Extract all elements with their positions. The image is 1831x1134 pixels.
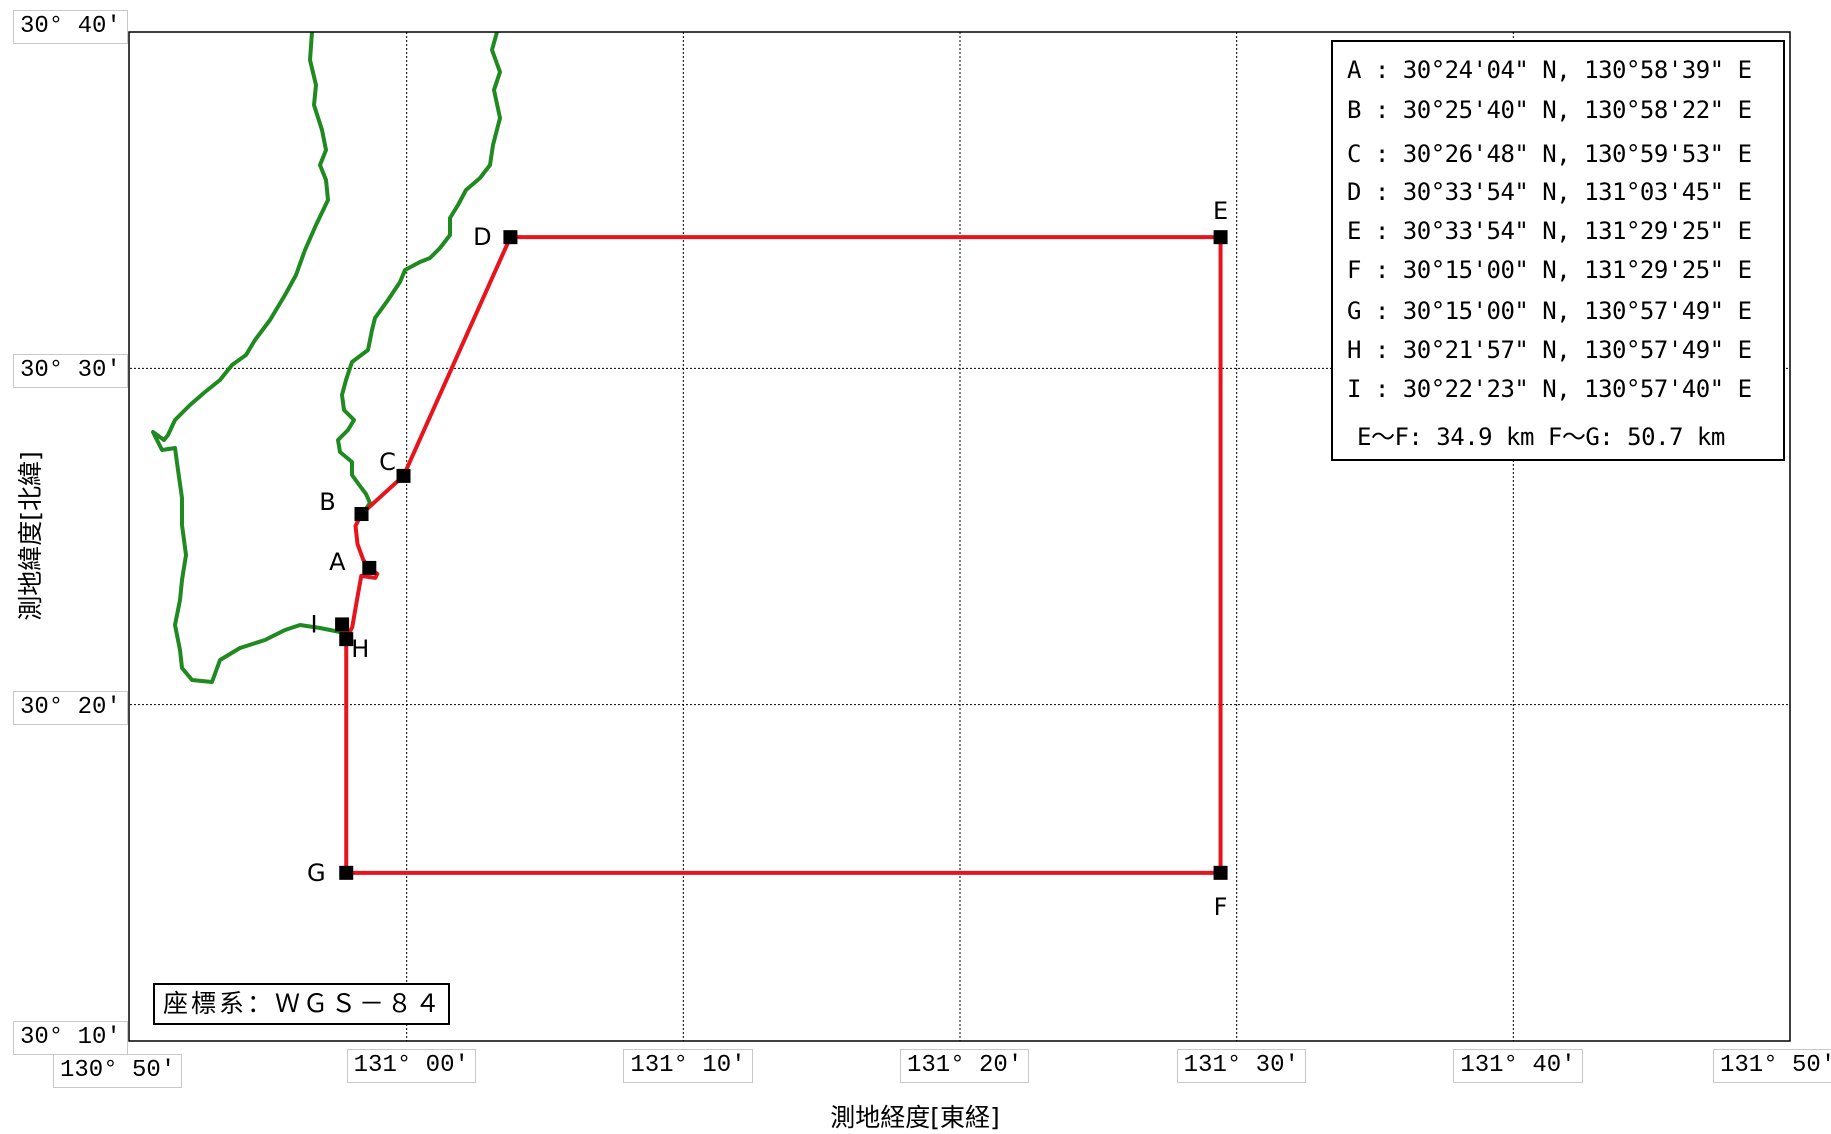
latitude-tick-label: 30° 40' (13, 10, 128, 44)
legend-row-h: H : 30°21'57" N, 130°57'49" E (1347, 336, 1752, 364)
longitude-tick-label: 131° 00' (346, 1049, 476, 1083)
boundary-line (344, 235, 1223, 875)
point-label-a: A (329, 548, 346, 576)
point-label-i: I (311, 610, 318, 638)
legend-row-f: F : 30°15'00" N, 131°29'25" E (1347, 256, 1752, 284)
east-coastline (336, 31, 502, 512)
point-marker-e (1213, 230, 1228, 245)
longitude-tick-label: 131° 50' (1713, 1049, 1831, 1083)
longitude-tick-label: 131° 30' (1176, 1049, 1306, 1083)
longitude-tick-label: 131° 20' (900, 1049, 1030, 1083)
longitude-tick-label: 131° 40' (1453, 1049, 1583, 1083)
legend-row-g: G : 30°15'00" N, 130°57'49" E (1347, 297, 1752, 325)
point-label-f: F (1214, 893, 1228, 921)
point-marker-b (354, 507, 369, 522)
legend-row-d: D : 30°33'54" N, 131°03'45" E (1347, 178, 1752, 206)
point-label-c: C (379, 448, 396, 476)
point-marker-g (339, 865, 354, 880)
point-label-g: G (307, 859, 326, 887)
point-label-d: D (473, 223, 491, 251)
point-marker-a (362, 560, 377, 575)
legend-row-e: E : 30°33'54" N, 131°29'25" E (1347, 217, 1752, 245)
map-frame (128, 31, 1791, 1042)
legend-row-b: B : 30°25'40" N, 130°58'22" E (1347, 96, 1752, 124)
point-label-b: B (319, 488, 335, 516)
point-label-h: H (351, 635, 369, 663)
west-coastline (151, 31, 353, 684)
legend-row-c: C : 30°26'48" N, 130°59'53" E (1347, 140, 1752, 168)
latitude-tick-label: 30° 30' (13, 354, 128, 389)
point-marker-h (339, 632, 354, 647)
longitude-tick-label: 130° 50' (53, 1054, 183, 1088)
point-marker-f (1213, 865, 1228, 880)
point-marker-i (335, 617, 350, 632)
x-axis-title: 測地経度[東経] (830, 1103, 1000, 1132)
area-boundary (340, 235, 1223, 875)
latitude-tick-label: 30° 20' (13, 690, 128, 725)
latitude-tick-label: 30° 10' (13, 1021, 128, 1055)
coordinate-legend: A : 30°24'04" N, 130°58'39" E B : 30°25'… (1331, 40, 1785, 461)
point-marker-c (396, 468, 411, 483)
coastline (151, 31, 502, 684)
point-marker-d (503, 230, 518, 245)
longitude-tick-label: 131° 10' (623, 1049, 753, 1083)
point-label-e: E (1213, 197, 1228, 225)
boundary-points: A B C D E F G H I (307, 197, 1228, 921)
y-axis-title: 測地緯度[北緯] (16, 451, 45, 621)
legend-distances: E〜F: 34.9 km F〜G: 50.7 km (1357, 423, 1725, 451)
legend-row-i: I : 30°22'23" N, 130°57'40" E (1347, 375, 1752, 403)
legend-row-a: A : 30°24'04" N, 130°58'39" E (1347, 56, 1752, 84)
crs-label: 座標系：ＷＧＳ－８４ (153, 983, 450, 1025)
